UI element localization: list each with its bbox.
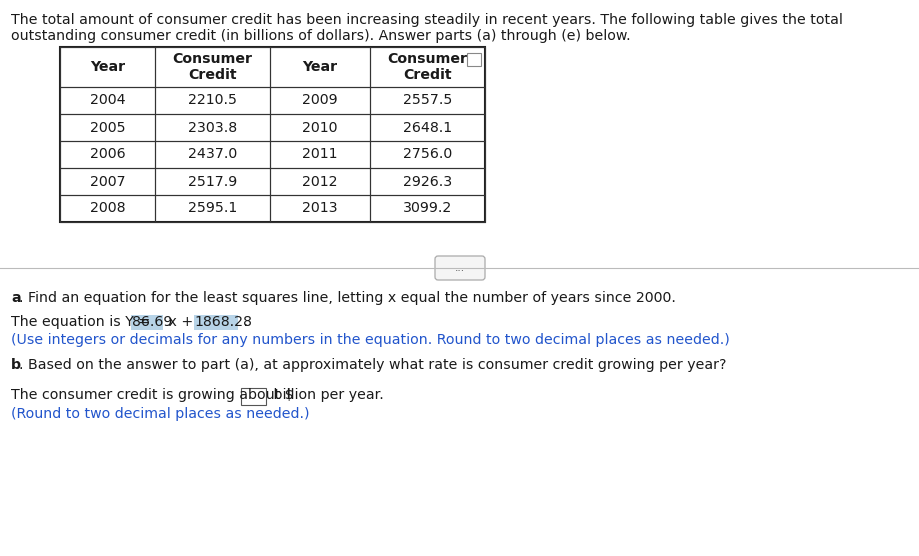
Text: 2595.1: 2595.1 [187, 201, 237, 216]
Bar [370, 195, 485, 222]
Bar [60, 47, 485, 222]
Bar [370, 168, 485, 195]
Bar [370, 87, 485, 114]
Bar [270, 114, 370, 141]
Text: 2006: 2006 [90, 147, 125, 161]
Text: The total amount of consumer credit has been increasing steadily in recent years: The total amount of consumer credit has … [11, 13, 843, 27]
Bar [60, 114, 155, 141]
Text: The consumer credit is growing about $: The consumer credit is growing about $ [11, 388, 294, 402]
Text: . Find an equation for the least squares line, letting x equal the number of yea: . Find an equation for the least squares… [19, 291, 675, 305]
Text: 2926.3: 2926.3 [403, 175, 452, 188]
Bar [60, 195, 155, 222]
Text: 2011: 2011 [302, 147, 338, 161]
Text: b: b [11, 358, 21, 372]
Text: 2010: 2010 [302, 121, 338, 135]
Bar [155, 114, 270, 141]
Text: Credit: Credit [403, 68, 452, 82]
Text: billion per year.: billion per year. [269, 388, 383, 402]
Text: .: . [239, 315, 248, 329]
Bar [241, 388, 266, 405]
Bar [270, 141, 370, 168]
Bar [194, 315, 238, 330]
Text: 2648.1: 2648.1 [403, 121, 452, 135]
Bar [60, 47, 155, 87]
Text: x +: x + [165, 315, 198, 329]
Text: Credit: Credit [188, 68, 237, 82]
Bar [370, 47, 485, 87]
Bar [60, 141, 155, 168]
Text: Year: Year [302, 60, 337, 74]
Text: 2004: 2004 [90, 93, 125, 107]
Text: 2303.8: 2303.8 [188, 121, 237, 135]
Text: ...: ... [455, 263, 465, 273]
Text: 2005: 2005 [90, 121, 125, 135]
Bar [270, 47, 370, 87]
Bar [370, 141, 485, 168]
Bar [155, 195, 270, 222]
Text: 2517.9: 2517.9 [187, 175, 237, 188]
Text: 2210.5: 2210.5 [188, 93, 237, 107]
Text: 1868.28: 1868.28 [195, 315, 253, 329]
Bar [155, 87, 270, 114]
Bar [60, 168, 155, 195]
Bar [60, 87, 155, 114]
Text: The equation is Y =: The equation is Y = [11, 315, 154, 329]
Text: 2557.5: 2557.5 [403, 93, 452, 107]
Text: 86.69: 86.69 [132, 315, 173, 329]
Text: Consumer: Consumer [388, 52, 468, 66]
Bar [155, 47, 270, 87]
Text: outstanding consumer credit (in billions of dollars). Answer parts (a) through (: outstanding consumer credit (in billions… [11, 29, 630, 43]
Bar [467, 53, 481, 66]
Bar [270, 87, 370, 114]
Bar [131, 315, 164, 330]
Text: Year: Year [90, 60, 125, 74]
Text: (Use integers or decimals for any numbers in the equation. Round to two decimal : (Use integers or decimals for any number… [11, 333, 730, 347]
Bar [155, 168, 270, 195]
Text: . Based on the answer to part (a), at approximately what rate is consumer credit: . Based on the answer to part (a), at ap… [19, 358, 727, 372]
Bar [270, 168, 370, 195]
Bar [270, 195, 370, 222]
Text: Consumer: Consumer [173, 52, 253, 66]
Bar [155, 141, 270, 168]
Text: (Round to two decimal places as needed.): (Round to two decimal places as needed.) [11, 407, 310, 421]
Text: 2437.0: 2437.0 [187, 147, 237, 161]
Text: 2012: 2012 [302, 175, 338, 188]
Bar [370, 114, 485, 141]
Text: a: a [11, 291, 20, 305]
Text: 3099.2: 3099.2 [403, 201, 452, 216]
Text: 2007: 2007 [90, 175, 125, 188]
FancyBboxPatch shape [435, 256, 485, 280]
Text: 2008: 2008 [90, 201, 125, 216]
Text: 2009: 2009 [302, 93, 338, 107]
Text: 2013: 2013 [302, 201, 338, 216]
Text: 2756.0: 2756.0 [403, 147, 452, 161]
